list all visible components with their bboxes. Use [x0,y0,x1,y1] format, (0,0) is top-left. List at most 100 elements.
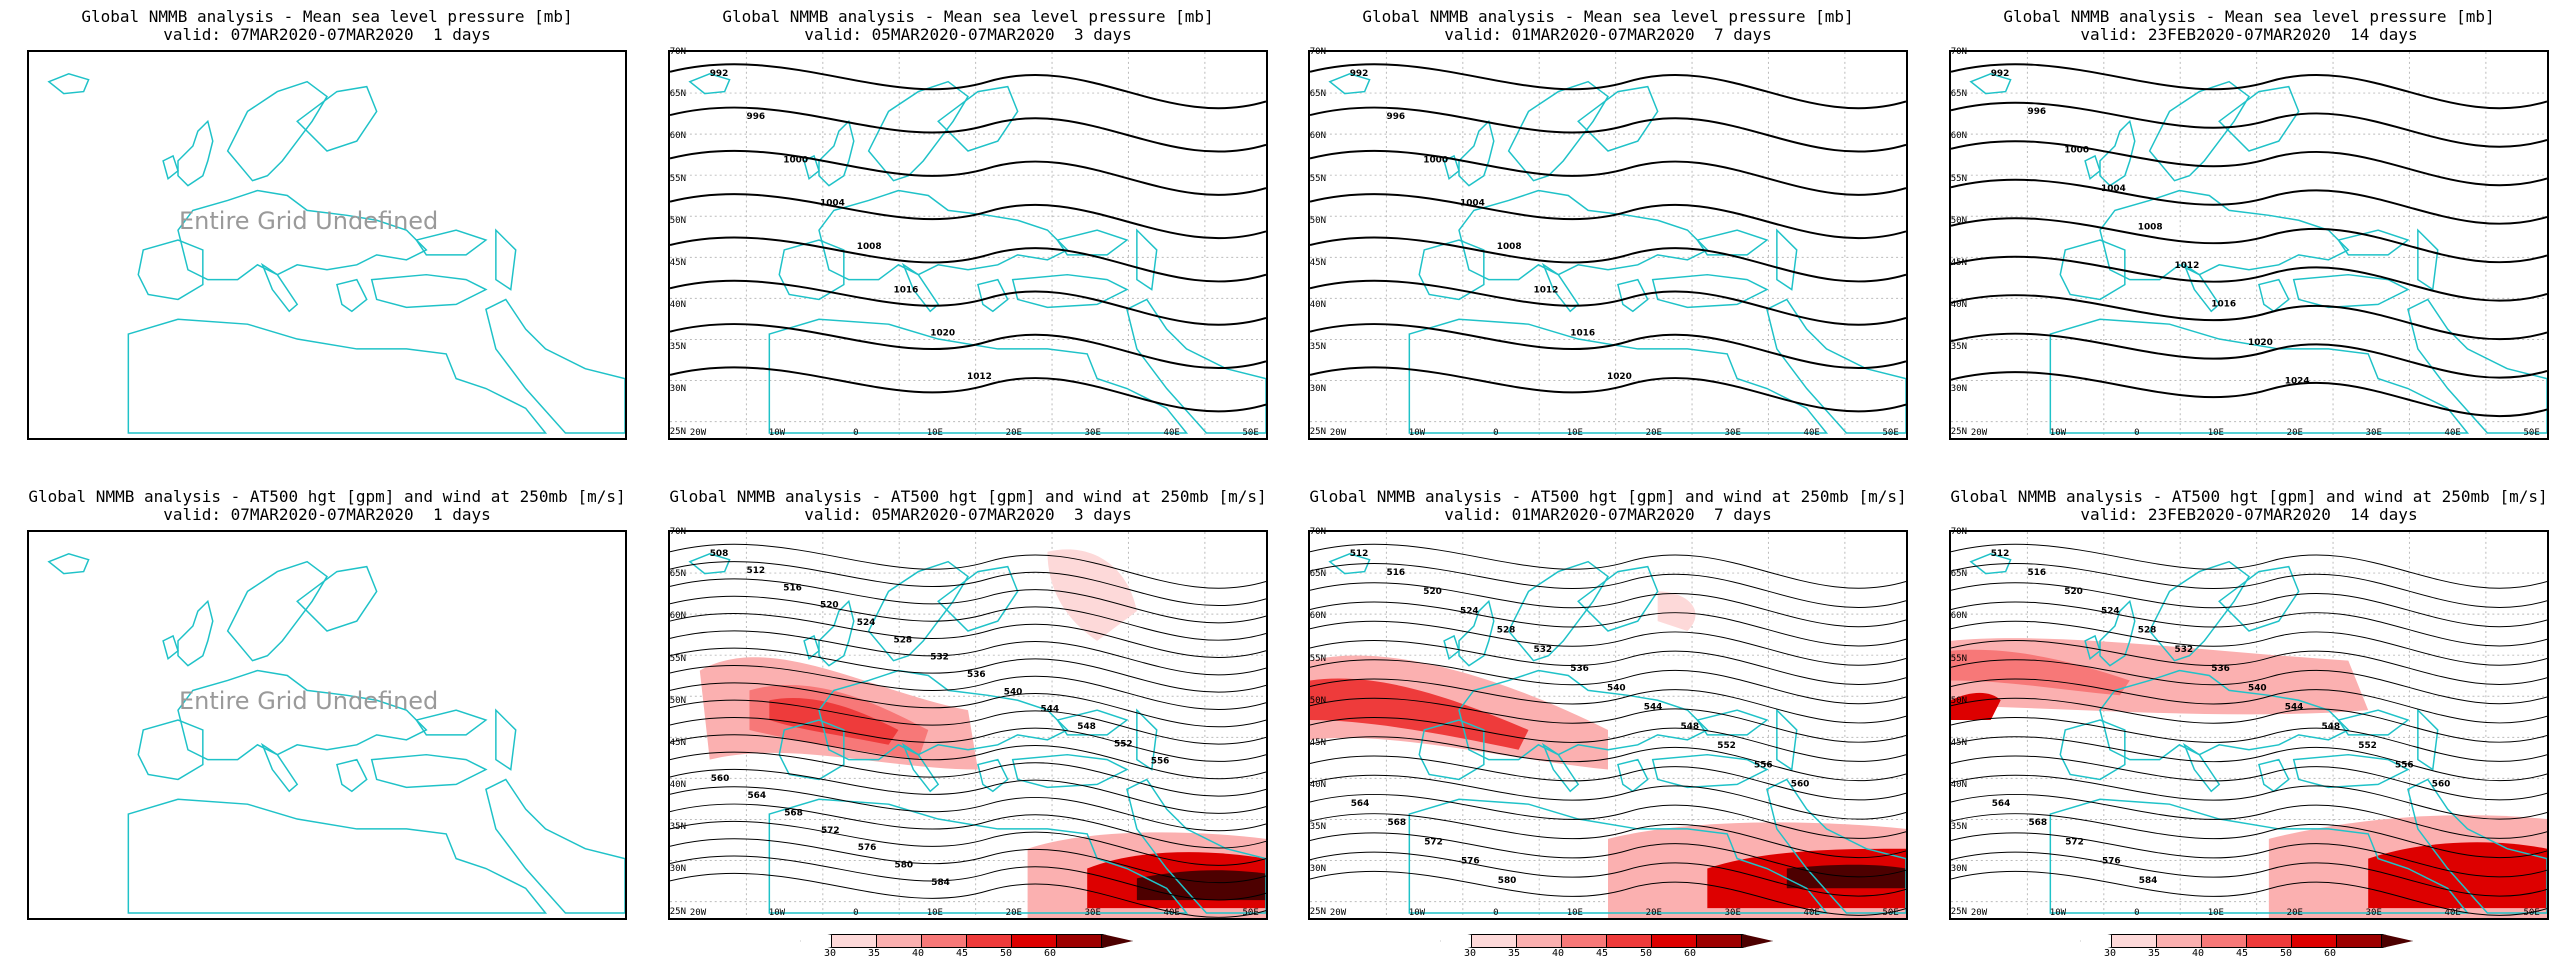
contour-label: 1008 [1497,242,1522,252]
colorbar-cell [1607,934,1652,948]
contour-line [1951,101,2547,148]
wind-shading [1310,678,1529,750]
contour-label: 568 [1387,818,1406,828]
contour-line [670,613,1266,659]
lat-tick-label: 50N [669,695,686,706]
lon-tick-label: 20W [1970,908,1988,918]
lat-tick-label: 70N [669,527,686,537]
contour-label: 552 [2358,741,2377,751]
contour-line [1310,755,1906,801]
coastline [2084,634,2101,660]
colorbar-label: 40 [2191,948,2205,959]
colorbar-cell [2157,934,2202,948]
coastline [688,72,731,95]
contour-label: 508 [710,549,729,559]
contour-label: 556 [2395,760,2414,770]
coastline [977,758,1009,793]
contour-label: 512 [1350,549,1369,559]
lat-tick-label: 25N [1309,426,1326,437]
contour-line [670,872,1266,918]
panel-title: Global NMMB analysis - AT500 hgt [gpm] a… [1309,487,1907,506]
hgt-panel-3days: Global NMMB analysis - AT500 hgt [gpm] a… [668,488,1268,928]
hgt-panel-7days: Global NMMB analysis - AT500 hgt [gpm] a… [1308,488,1908,928]
coastline [1651,753,1769,789]
coastline [2337,709,2410,736]
coastline [47,72,90,95]
lat-tick-label: 45N [1950,737,1967,748]
contour-label: 556 [1151,757,1170,767]
wind-colorbar: 30 35 40 45 50 60 [800,934,1133,959]
colorbar-cell [1057,934,1102,948]
contour-label: 512 [1991,549,2010,559]
coastline [901,742,940,793]
coastline [260,742,299,793]
coastline [2059,719,2126,781]
contour-label: 1000 [783,155,808,165]
lat-tick-label: 35N [1950,822,1967,833]
lon-tick-label: 20W [689,428,707,438]
coastline [818,189,1069,281]
contour-label: 540 [1607,683,1626,693]
colorbar-label: 35 [1507,948,1521,959]
lat-tick-label: 50N [1950,695,1967,706]
colorbar-cell [877,934,922,948]
coastline [137,239,204,301]
coastline [1458,119,1495,187]
coastline [495,708,517,771]
contour-label: 992 [1350,69,1369,79]
lat-tick-label: 30N [1950,864,1967,875]
contour-label: 576 [858,843,877,853]
lat-tick-label: 40N [669,300,686,311]
contour-label: 520 [2064,587,2083,597]
contour-line [1310,717,1906,762]
coastline [137,719,204,781]
contour-line [1951,851,2547,897]
coastline [1766,778,1906,914]
coastline [2407,298,2547,434]
lon-tick-label: 20W [1970,428,1988,438]
coastline [2417,228,2439,291]
map-canvas: 512 516 520 524 528 532 536 540 544 548 552 556 560 5… [1310,532,1906,918]
lat-tick-label: 60N [1950,611,1967,622]
colorbar-cell [2382,934,2413,948]
contour-line [1951,755,2547,801]
contour-line [1951,717,2547,762]
contour-line [1310,149,1906,196]
contour-line [1310,582,1906,628]
coastline [768,798,1189,914]
lat-tick-label: 45N [669,257,686,268]
contour-label: 1004 [820,199,845,209]
map-frame: 512 516 520 524 528 532 536 540 544 548 552 556 560 5… [1949,530,2549,920]
colorbar-cell [832,934,877,948]
contour-label: 524 [857,618,876,628]
contour-line [670,543,1266,589]
contour-label: 552 [1114,739,1133,749]
lat-tick-label: 70N [669,47,686,57]
contour-line [670,595,1266,641]
lat-tick-label: 45N [1950,257,1967,268]
contour-label: 564 [1992,799,2011,809]
contour-label: 1008 [857,242,882,252]
coastline [2292,753,2410,789]
contour-label: 560 [711,774,730,784]
lat-tick-label: 70N [1309,527,1326,537]
lat-tick-label: 30N [669,864,686,875]
lon-tick-label: 0 [1493,908,1499,918]
contour-label: 992 [710,69,729,79]
contour-line [670,682,1266,728]
map-frame: 512 516 520 524 528 532 536 540 544 548 552 556 560 5… [1308,530,1908,920]
coastline [2084,154,2101,180]
lat-tick-label: 55N [1950,653,1967,664]
contour-line [1310,678,1906,724]
coastline [485,778,625,914]
panel-valid-date: valid: 23FEB2020-07MAR2020 14 days [2080,505,2418,524]
contour-label: 516 [1386,568,1405,578]
contour-line [1310,236,1906,283]
lon-tick-label: 50E [1882,908,1899,918]
contour-label: 532 [2175,645,2194,655]
contour-line [670,838,1266,884]
wind-shading [769,697,899,745]
coastline [1969,72,2012,95]
colorbar-cell [2080,934,2112,948]
contour-label: 1012 [967,372,992,382]
